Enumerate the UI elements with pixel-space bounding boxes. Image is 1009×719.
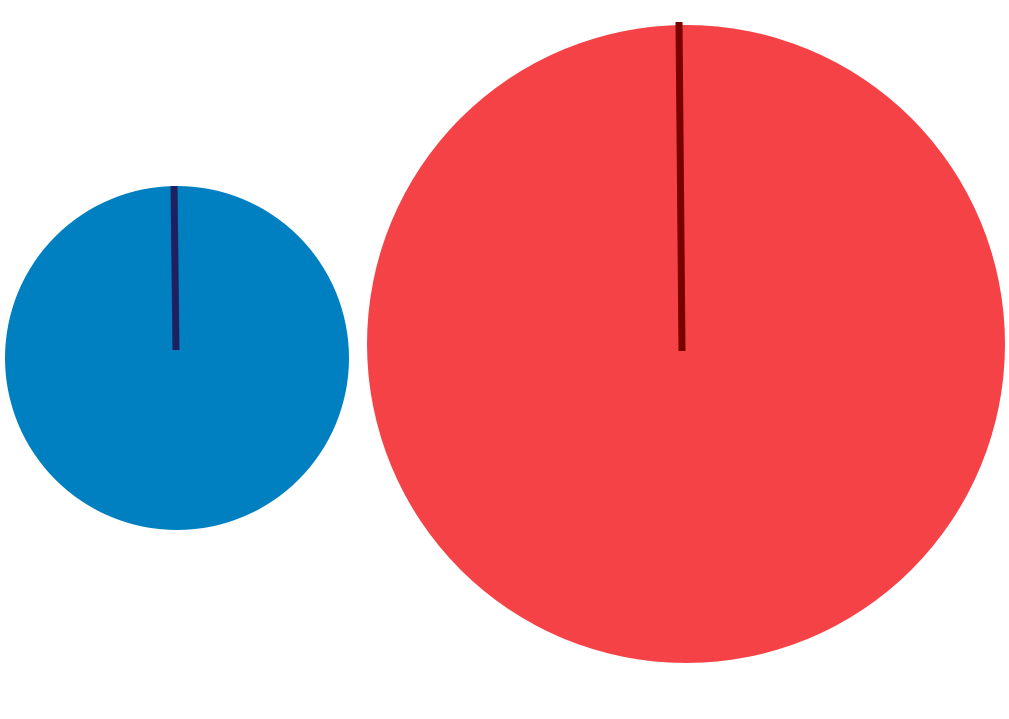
small-circle-needle xyxy=(174,186,176,350)
large-circle-group xyxy=(367,22,1005,663)
large-circle-needle xyxy=(679,22,682,351)
small-circle-group xyxy=(5,186,349,530)
large-circle xyxy=(367,25,1005,663)
